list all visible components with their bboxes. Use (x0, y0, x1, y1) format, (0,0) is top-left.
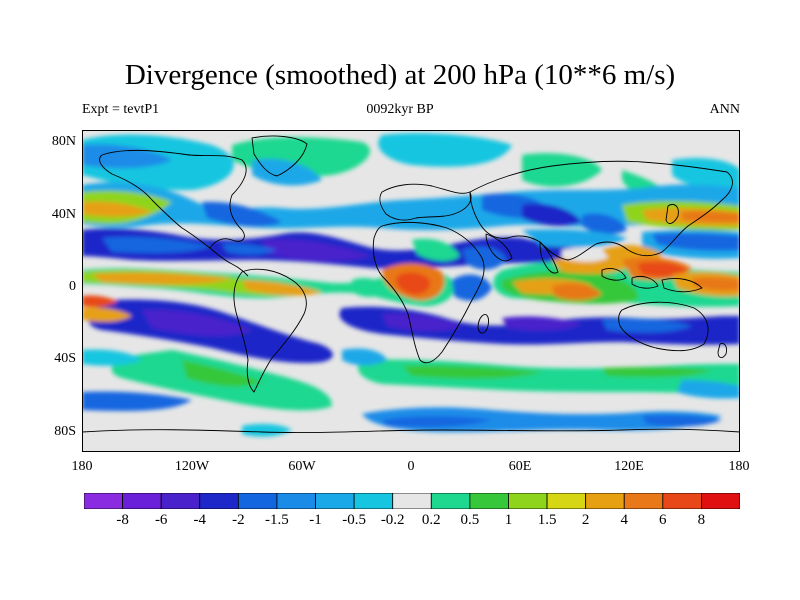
colorbar-swatch (84, 493, 123, 509)
colorbar-swatch (199, 493, 239, 509)
colorbar-label: 6 (659, 512, 667, 528)
colorbar-label: -8 (116, 512, 129, 528)
land-outlines (82, 135, 740, 434)
colorbar-label: -1.5 (265, 512, 289, 528)
colorbar-swatch (585, 493, 625, 509)
colorbar-label: 8 (697, 512, 706, 528)
colorbar-swatch (276, 493, 316, 509)
plot-title: Divergence (smoothed) at 200 hPa (10**6 … (124, 59, 676, 91)
colorbar-swatch (315, 493, 355, 509)
colorbar-label: 0.5 (460, 512, 480, 528)
colorbar-swatch (430, 493, 471, 509)
colorbar-swatch (701, 493, 740, 509)
lon-label-120w: 120W (174, 459, 210, 474)
colorbar-swatch (353, 493, 394, 509)
colorbar-swatch (237, 493, 278, 509)
lat-label-80s: 80S (54, 424, 76, 439)
lat-label-80n: 80N (51, 134, 76, 149)
colorbar-label: -0.5 (342, 512, 366, 528)
colorbar-swatch (392, 493, 432, 509)
lon-label-180e: 180 (728, 459, 750, 474)
lon-label-120e: 120E (614, 459, 644, 474)
colorbar-label: -4 (193, 512, 207, 528)
experiment-label: Expt = tevtP1 (82, 102, 160, 117)
divergence-field (82, 133, 740, 437)
colorbar-swatch (546, 493, 587, 509)
colorbar-label: 0.2 (421, 512, 441, 528)
season-label: ANN (709, 102, 740, 117)
colorbar-swatch (122, 493, 162, 509)
colorbar-label: -0.2 (380, 512, 405, 528)
colorbar (84, 493, 740, 509)
divergence-map (82, 130, 740, 452)
colorbar-swatch (160, 493, 201, 509)
lat-label-40s: 40S (54, 351, 76, 366)
colorbar-label: -6 (154, 512, 168, 528)
colorbar-label: 4 (620, 512, 628, 528)
map-frame (82, 130, 740, 452)
colorbar-label: 1 (504, 512, 513, 528)
colorbar-label: -2 (232, 512, 245, 528)
lon-label-0: 0 (407, 459, 415, 474)
lon-label-60e: 60E (508, 459, 532, 474)
colorbar-swatch (662, 493, 702, 509)
lon-label-180w: 180 (71, 459, 93, 474)
lat-label-0: 0 (69, 279, 76, 294)
colorbar-swatch (508, 493, 548, 509)
lon-label-60w: 60W (288, 459, 316, 474)
time-label: 0092kyr BP (366, 102, 434, 117)
colorbar-label: 2 (581, 512, 590, 528)
lat-label-40n: 40N (51, 207, 76, 222)
colorbar-swatch (623, 493, 664, 509)
colorbar-label: 1.5 (537, 512, 557, 528)
colorbar-swatch (469, 493, 509, 509)
colorbar-label: -1 (309, 512, 322, 528)
